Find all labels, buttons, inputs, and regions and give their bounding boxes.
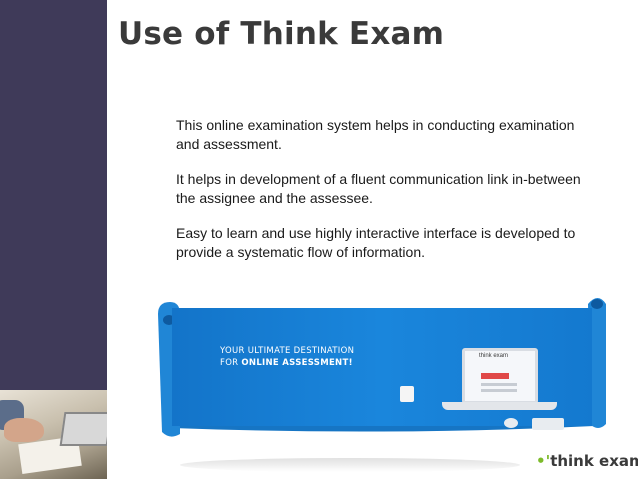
logo-text: think exam bbox=[550, 452, 638, 470]
scroll-banner: YOUR ULTIMATE DESTINATION FOR ONLINE ASS… bbox=[158, 294, 608, 442]
screen-line bbox=[481, 383, 517, 386]
screen-logo: think exam bbox=[479, 353, 509, 359]
bullet-item: It helps in development of a fluent comm… bbox=[176, 171, 581, 206]
slide-title: Use of Think Exam bbox=[118, 16, 445, 52]
bullet-item: This online examination system helps in … bbox=[176, 117, 575, 152]
bottom-shadow bbox=[180, 458, 520, 472]
sidebar-bar bbox=[0, 0, 107, 479]
screen-highlight bbox=[481, 373, 509, 379]
laptop-shape bbox=[59, 412, 107, 446]
hand-writing-photo bbox=[0, 390, 107, 479]
tagline-line1: YOUR ULTIMATE DESTINATION bbox=[220, 346, 355, 356]
screen-line bbox=[481, 389, 517, 392]
tagline-prefix: FOR bbox=[220, 358, 242, 368]
bullet-item: Easy to learn and use highly interactive… bbox=[176, 225, 576, 260]
tagline-bold: ONLINE ASSESSMENT! bbox=[241, 358, 353, 368]
hand-shape bbox=[4, 418, 44, 442]
mug-icon bbox=[400, 386, 414, 402]
laptop-base bbox=[442, 402, 557, 410]
laptop-icon: think exam bbox=[462, 348, 538, 404]
mouse-icon bbox=[504, 418, 518, 428]
phone-icon bbox=[532, 418, 564, 430]
bullet-list: This online examination system helps in … bbox=[176, 116, 596, 278]
logo-mark-icon: •' bbox=[536, 452, 551, 470]
tagline-line2: FOR ONLINE ASSESSMENT! bbox=[220, 358, 353, 368]
banner-image: YOUR ULTIMATE DESTINATION FOR ONLINE ASS… bbox=[172, 308, 592, 430]
think-exam-logo: •'think exam bbox=[536, 452, 638, 470]
